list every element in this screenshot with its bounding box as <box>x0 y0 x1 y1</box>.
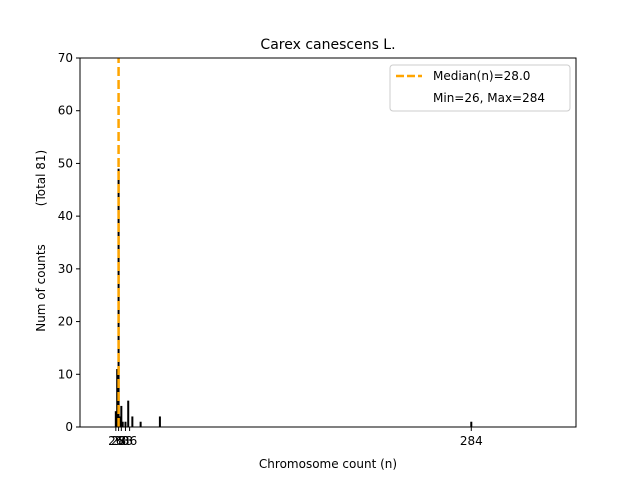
legend-median-label: Median(n)=28.0 <box>433 69 530 83</box>
bar <box>118 416 121 427</box>
chart-title: Carex canescens L. <box>260 37 395 53</box>
x-tick-label: 33 <box>118 434 133 448</box>
y-axis-total-label: (Total 81) <box>34 150 48 206</box>
x-tick-label: 284 <box>460 434 483 448</box>
bar <box>139 421 142 427</box>
bars-layer <box>114 168 473 427</box>
bar <box>127 400 130 427</box>
bar <box>116 369 119 427</box>
y-axis: 0 10 20 30 40 50 60 70 <box>58 51 80 434</box>
bar <box>120 405 123 427</box>
y-axis-label: Num of counts <box>34 244 48 332</box>
y-tick-label: 50 <box>58 156 73 170</box>
bar <box>114 411 117 427</box>
y-tick-label: 60 <box>58 104 73 118</box>
legend-minmax-label: Min=26, Max=284 <box>433 91 545 105</box>
x-tick-label: 36 <box>122 434 137 448</box>
bar <box>470 421 473 427</box>
x-tick-label: 30 <box>114 434 129 448</box>
bar <box>158 416 161 427</box>
bar <box>117 168 120 427</box>
y-tick-label: 0 <box>65 420 73 434</box>
y-tick-label: 30 <box>58 262 73 276</box>
legend-box <box>389 64 571 112</box>
x-tick-label: 26 <box>108 434 123 448</box>
legend: Median(n)=28.0 Min=26, Max=284 <box>389 64 571 112</box>
y-tick-label: 20 <box>58 315 73 329</box>
x-tick-label: 28 <box>111 434 126 448</box>
y-tick-label: 40 <box>58 209 73 223</box>
plot-frame <box>79 57 577 428</box>
x-axis-label: Chromosome count (n) <box>259 457 397 471</box>
bar <box>124 421 127 427</box>
y-tick-label: 70 <box>58 51 73 65</box>
bar <box>121 421 124 427</box>
y-tick-label: 10 <box>58 367 73 381</box>
bar <box>131 416 134 427</box>
